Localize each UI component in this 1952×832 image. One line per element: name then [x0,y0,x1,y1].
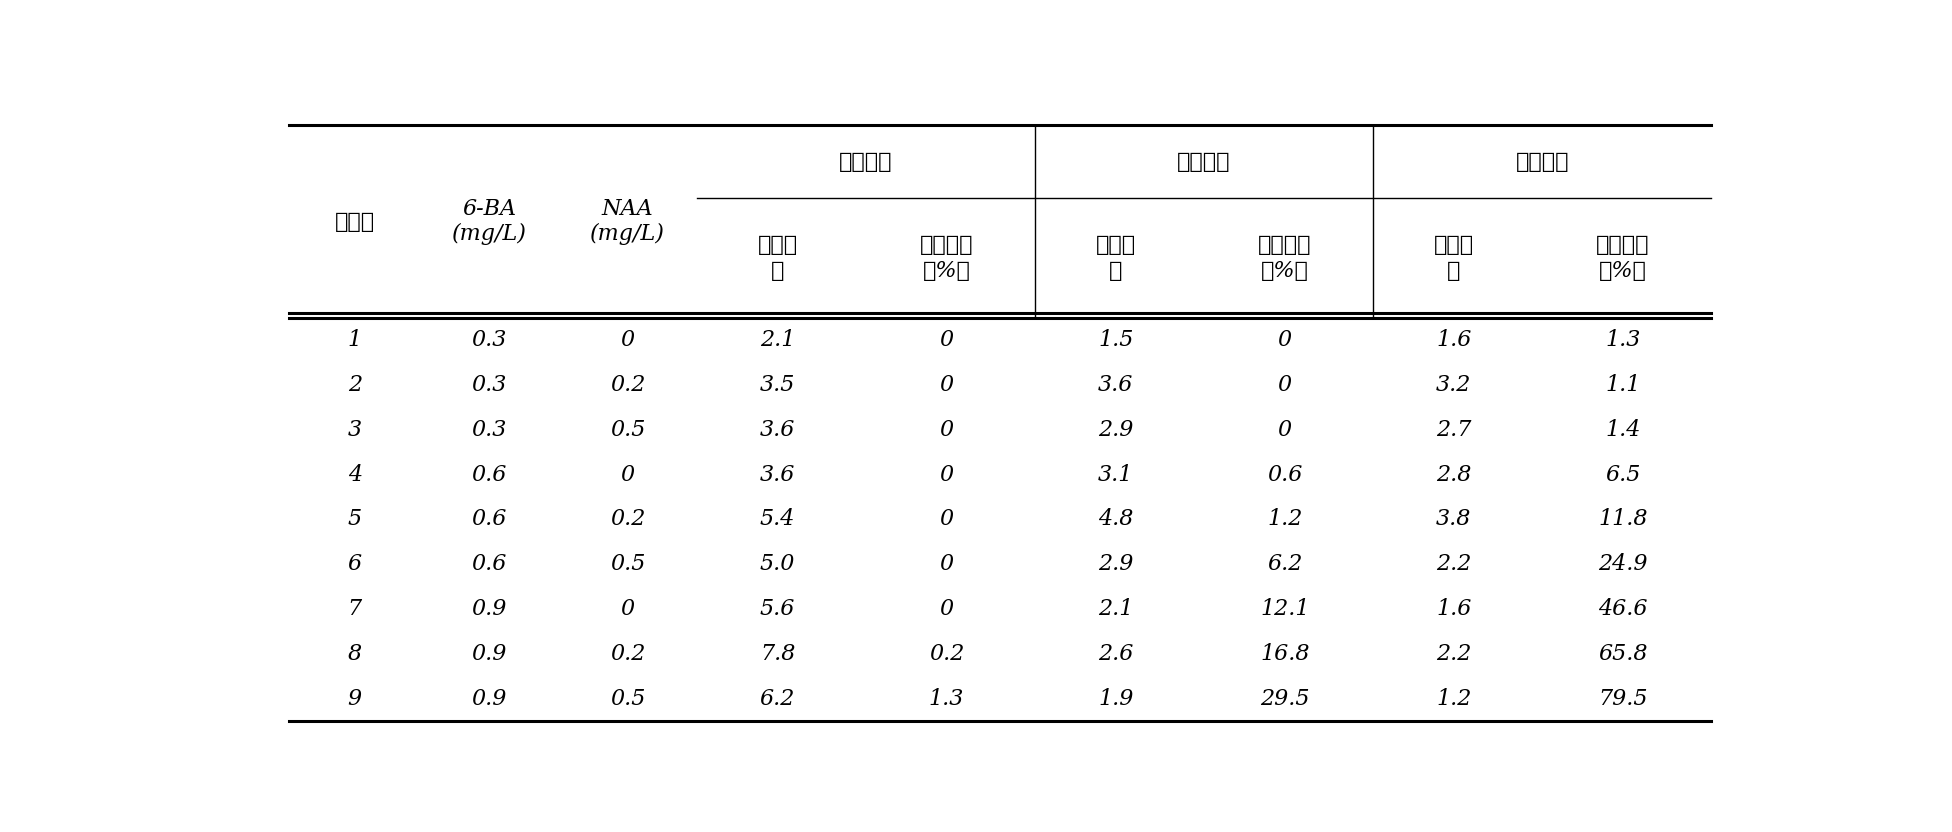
Text: 0.3: 0.3 [472,374,508,396]
Text: 3.5: 3.5 [759,374,794,396]
Text: 1.4: 1.4 [1605,418,1642,441]
Text: 2.9: 2.9 [1099,418,1134,441]
Text: 0: 0 [1279,418,1292,441]
Text: 5.6: 5.6 [759,598,794,620]
Text: 继代３代: 继代３代 [1515,151,1569,173]
Text: 3.6: 3.6 [759,418,794,441]
Text: 1.5: 1.5 [1099,329,1134,351]
Text: 3: 3 [347,418,361,441]
Text: 0: 0 [621,463,634,486]
Text: 2.9: 2.9 [1099,553,1134,575]
Text: 增殖系
数: 增殖系 数 [757,235,798,282]
Text: 0.2: 0.2 [609,508,646,531]
Text: 2.7: 2.7 [1437,418,1472,441]
Text: 继代１代: 继代１代 [839,151,892,173]
Text: 0: 0 [939,508,955,531]
Text: 5.0: 5.0 [759,553,794,575]
Text: 0.6: 0.6 [472,508,508,531]
Text: 6.5: 6.5 [1605,463,1642,486]
Text: 6.2: 6.2 [759,688,794,710]
Text: 增殖系
数: 增殖系 数 [1435,235,1474,282]
Text: 玻璃化率
（%）: 玻璃化率 （%） [919,235,974,282]
Text: 0.3: 0.3 [472,418,508,441]
Text: 8: 8 [347,643,361,665]
Text: 2.8: 2.8 [1437,463,1472,486]
Text: 7: 7 [347,598,361,620]
Text: 0: 0 [939,418,955,441]
Text: NAA
(mg/L): NAA (mg/L) [590,198,666,245]
Text: 12.1: 12.1 [1261,598,1310,620]
Text: 3.6: 3.6 [1099,374,1134,396]
Text: 0.5: 0.5 [609,553,646,575]
Text: 2.2: 2.2 [1437,643,1472,665]
Text: 0: 0 [939,598,955,620]
Text: 0.5: 0.5 [609,418,646,441]
Text: 65.8: 65.8 [1599,643,1647,665]
Text: 2.1: 2.1 [759,329,794,351]
Text: 0.6: 0.6 [472,553,508,575]
Text: 16.8: 16.8 [1261,643,1310,665]
Text: 1.2: 1.2 [1267,508,1302,531]
Text: 2: 2 [347,374,361,396]
Text: 0.6: 0.6 [472,463,508,486]
Text: 79.5: 79.5 [1599,688,1647,710]
Text: 3.6: 3.6 [759,463,794,486]
Text: 1.9: 1.9 [1099,688,1134,710]
Text: 1.6: 1.6 [1437,329,1472,351]
Text: 2.6: 2.6 [1099,643,1134,665]
Text: 0.2: 0.2 [609,374,646,396]
Text: 9: 9 [347,688,361,710]
Text: 0.9: 0.9 [472,598,508,620]
Text: 0.5: 0.5 [609,688,646,710]
Text: 6: 6 [347,553,361,575]
Text: 1: 1 [347,329,361,351]
Text: 0: 0 [939,329,955,351]
Text: 4: 4 [347,463,361,486]
Text: 0: 0 [621,598,634,620]
Text: 0.3: 0.3 [472,329,508,351]
Text: 46.6: 46.6 [1599,598,1647,620]
Text: 5.4: 5.4 [759,508,794,531]
Text: 1.1: 1.1 [1605,374,1642,396]
Text: 2.2: 2.2 [1437,553,1472,575]
Text: 2.1: 2.1 [1099,598,1134,620]
Text: 7.8: 7.8 [759,643,794,665]
Text: 0: 0 [621,329,634,351]
Text: 0.9: 0.9 [472,643,508,665]
Text: 29.5: 29.5 [1261,688,1310,710]
Text: 3.1: 3.1 [1099,463,1134,486]
Text: 24.9: 24.9 [1599,553,1647,575]
Text: 0: 0 [939,553,955,575]
Text: 1.3: 1.3 [1605,329,1642,351]
Text: 培养基: 培养基 [334,210,375,233]
Text: 6-BA
(mg/L): 6-BA (mg/L) [451,198,527,245]
Text: 0.2: 0.2 [929,643,964,665]
Text: 0.2: 0.2 [609,643,646,665]
Text: 0.6: 0.6 [1267,463,1302,486]
Text: 玻璃化率
（%）: 玻璃化率 （%） [1257,235,1312,282]
Text: 0: 0 [1279,329,1292,351]
Text: 0.9: 0.9 [472,688,508,710]
Text: 5: 5 [347,508,361,531]
Text: 玻璃化率
（%）: 玻璃化率 （%） [1597,235,1649,282]
Text: 11.8: 11.8 [1599,508,1647,531]
Text: 0: 0 [1279,374,1292,396]
Text: 增殖系
数: 增殖系 数 [1095,235,1136,282]
Text: 6.2: 6.2 [1267,553,1302,575]
Text: 1.2: 1.2 [1437,688,1472,710]
Text: 1.6: 1.6 [1437,598,1472,620]
Text: 继代２代: 继代２代 [1177,151,1232,173]
Text: 3.2: 3.2 [1437,374,1472,396]
Text: 0: 0 [939,374,955,396]
Text: 0: 0 [939,463,955,486]
Text: 3.8: 3.8 [1437,508,1472,531]
Text: 1.3: 1.3 [929,688,964,710]
Text: 4.8: 4.8 [1099,508,1134,531]
